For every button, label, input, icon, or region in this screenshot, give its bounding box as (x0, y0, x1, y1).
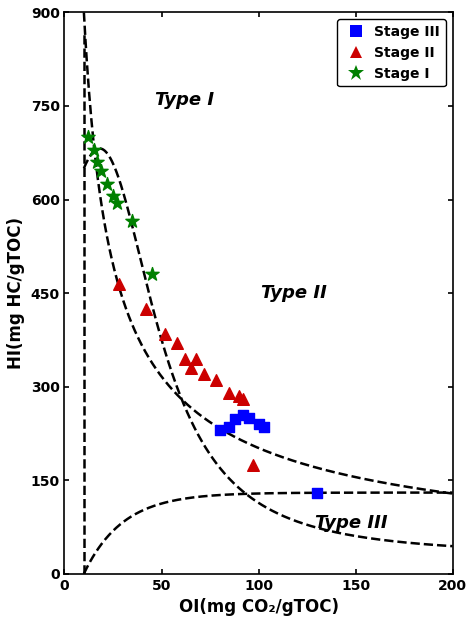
Stage II (162, 328, 169, 338)
Stage I (109, 191, 117, 201)
Stage III (239, 410, 247, 420)
Stage III (313, 488, 320, 498)
Stage II (235, 391, 243, 401)
Stage II (187, 363, 194, 373)
Legend: Stage III, Stage II, Stage I: Stage III, Stage II, Stage I (337, 19, 446, 87)
Stage III (245, 413, 253, 423)
Stage II (201, 369, 208, 379)
X-axis label: OI(mg CO₂/gTOC): OI(mg CO₂/gTOC) (179, 598, 338, 616)
Stage I (90, 145, 97, 155)
Stage I (148, 269, 155, 279)
Stage II (181, 353, 189, 363)
Stage II (115, 278, 123, 288)
Stage III (231, 414, 239, 424)
Text: Type I: Type I (155, 91, 214, 109)
Y-axis label: HI(mg HC/gTOC): HI(mg HC/gTOC) (7, 217, 25, 369)
Stage II (192, 353, 200, 363)
Stage I (103, 179, 111, 189)
Stage I (113, 197, 121, 207)
Text: Type III: Type III (315, 513, 388, 531)
Stage II (226, 388, 233, 398)
Stage II (249, 460, 256, 470)
Stage II (239, 394, 247, 404)
Stage III (261, 422, 268, 432)
Stage III (216, 426, 224, 435)
Stage II (142, 303, 150, 313)
Stage III (255, 419, 262, 429)
Stage II (173, 338, 181, 348)
Stage I (84, 132, 91, 142)
Text: Type II: Type II (261, 284, 327, 302)
Stage I (98, 166, 105, 176)
Stage II (212, 375, 219, 385)
Stage III (226, 422, 233, 432)
Stage I (94, 157, 101, 167)
Stage I (128, 216, 136, 226)
